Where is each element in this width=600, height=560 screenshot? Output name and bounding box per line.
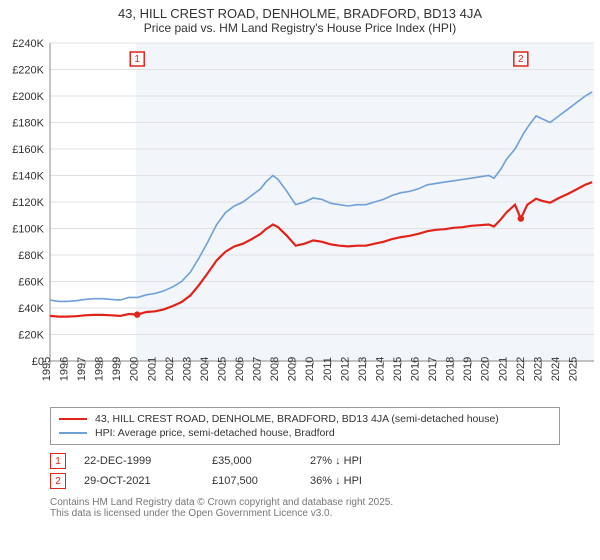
x-tick-label: 2011: [322, 357, 334, 381]
legend-label: HPI: Average price, semi-detached house,…: [95, 427, 335, 439]
sale-row-marker: 2: [50, 473, 66, 489]
sale-row: 2 29-OCT-2021 £107,500 36% ↓ HPI: [50, 471, 560, 491]
x-tick-label: 2012: [339, 357, 351, 381]
sale-row: 1 22-DEC-1999 £35,000 27% ↓ HPI: [50, 451, 560, 471]
y-tick-label: £200K: [12, 91, 44, 103]
x-tick-label: 2008: [269, 357, 281, 381]
x-tick-label: 1996: [59, 357, 71, 381]
legend-row: 43, HILL CREST ROAD, DENHOLME, BRADFORD,…: [59, 412, 551, 426]
x-tick-label: 2020: [480, 357, 492, 381]
legend-label: 43, HILL CREST ROAD, DENHOLME, BRADFORD,…: [95, 413, 499, 425]
sale-marker-num-1: 1: [134, 54, 140, 65]
y-tick-label: £80K: [18, 250, 44, 262]
sale-row-price: £35,000: [212, 455, 292, 467]
x-tick-label: 2018: [445, 357, 457, 381]
chart-title-line2: Price paid vs. HM Land Registry's House …: [0, 21, 600, 39]
x-tick-label: 2016: [410, 357, 422, 381]
x-tick-label: 2010: [304, 357, 316, 381]
sale-row-date: 29-OCT-2021: [84, 475, 194, 487]
y-tick-label: £160K: [12, 144, 44, 156]
y-tick-label: £60K: [18, 277, 44, 289]
sales-table: 1 22-DEC-1999 £35,000 27% ↓ HPI 2 29-OCT-2021…: [50, 451, 560, 491]
sale-row-price: £107,500: [212, 475, 292, 487]
x-tick-label: 2014: [374, 357, 386, 381]
y-tick-label: £120K: [12, 197, 44, 209]
y-tick-label: £180K: [12, 118, 44, 130]
x-tick-label: 2004: [199, 357, 211, 381]
chart-title-line1: 43, HILL CREST ROAD, DENHOLME, BRADFORD,…: [0, 0, 600, 21]
y-tick-label: £220K: [12, 65, 44, 77]
footer-line-2: This data is licensed under the Open Gov…: [50, 508, 560, 519]
x-tick-label: 2022: [515, 357, 527, 381]
x-tick-label: 2024: [550, 357, 562, 381]
y-tick-label: £140K: [12, 171, 44, 183]
x-tick-label: 2015: [392, 357, 404, 381]
x-tick-label: 2005: [216, 357, 228, 381]
sale-point-1: [134, 311, 140, 317]
x-tick-label: 1997: [76, 357, 88, 381]
sale-marker-num-2: 2: [518, 54, 524, 65]
x-tick-label: 1998: [94, 357, 106, 381]
legend-row: HPI: Average price, semi-detached house,…: [59, 426, 551, 440]
x-tick-label: 2023: [532, 357, 544, 381]
x-tick-label: 2006: [234, 357, 246, 381]
line-chart-svg: £0£20K£40K£60K£80K£100K£120K£140K£160K£1…: [0, 39, 600, 399]
footer-line-1: Contains HM Land Registry data © Crown c…: [50, 497, 560, 508]
legend-swatch: [59, 418, 87, 420]
y-tick-label: £40K: [18, 303, 44, 315]
x-tick-label: 2000: [129, 357, 141, 381]
x-tick-label: 2009: [287, 357, 299, 381]
x-tick-label: 2003: [181, 357, 193, 381]
x-tick-label: 1999: [111, 357, 123, 381]
x-tick-label: 2013: [357, 357, 369, 381]
sale-row-diff: 36% ↓ HPI: [310, 475, 420, 487]
chart-area: £0£20K£40K£60K£80K£100K£120K£140K£160K£1…: [0, 39, 600, 399]
x-tick-label: 2001: [146, 357, 158, 381]
y-tick-label: £240K: [12, 39, 44, 50]
x-tick-label: 2021: [497, 357, 509, 381]
x-tick-label: 2019: [462, 357, 474, 381]
x-tick-label: 2025: [567, 357, 579, 381]
y-tick-label: £20K: [18, 330, 44, 342]
sale-point-2: [518, 215, 524, 221]
x-tick-label: 2002: [164, 357, 176, 381]
attribution-footer: Contains HM Land Registry data © Crown c…: [50, 497, 560, 519]
x-tick-label: 2017: [427, 357, 439, 381]
sale-row-date: 22-DEC-1999: [84, 455, 194, 467]
legend-swatch: [59, 432, 87, 434]
x-tick-label: 1995: [41, 357, 53, 381]
legend-box: 43, HILL CREST ROAD, DENHOLME, BRADFORD,…: [50, 407, 560, 445]
y-tick-label: £100K: [12, 224, 44, 236]
sale-row-marker: 1: [50, 453, 66, 469]
x-tick-label: 2007: [252, 357, 264, 381]
sale-row-diff: 27% ↓ HPI: [310, 455, 420, 467]
